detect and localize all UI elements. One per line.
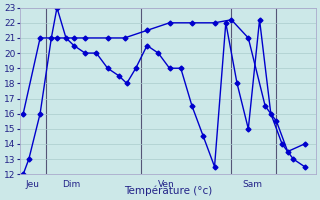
- X-axis label: Température (°c): Température (°c): [124, 185, 212, 196]
- Text: Sam: Sam: [243, 180, 263, 189]
- Text: Dim: Dim: [63, 180, 81, 189]
- Text: Ven: Ven: [158, 180, 175, 189]
- Text: Jeu: Jeu: [26, 180, 39, 189]
